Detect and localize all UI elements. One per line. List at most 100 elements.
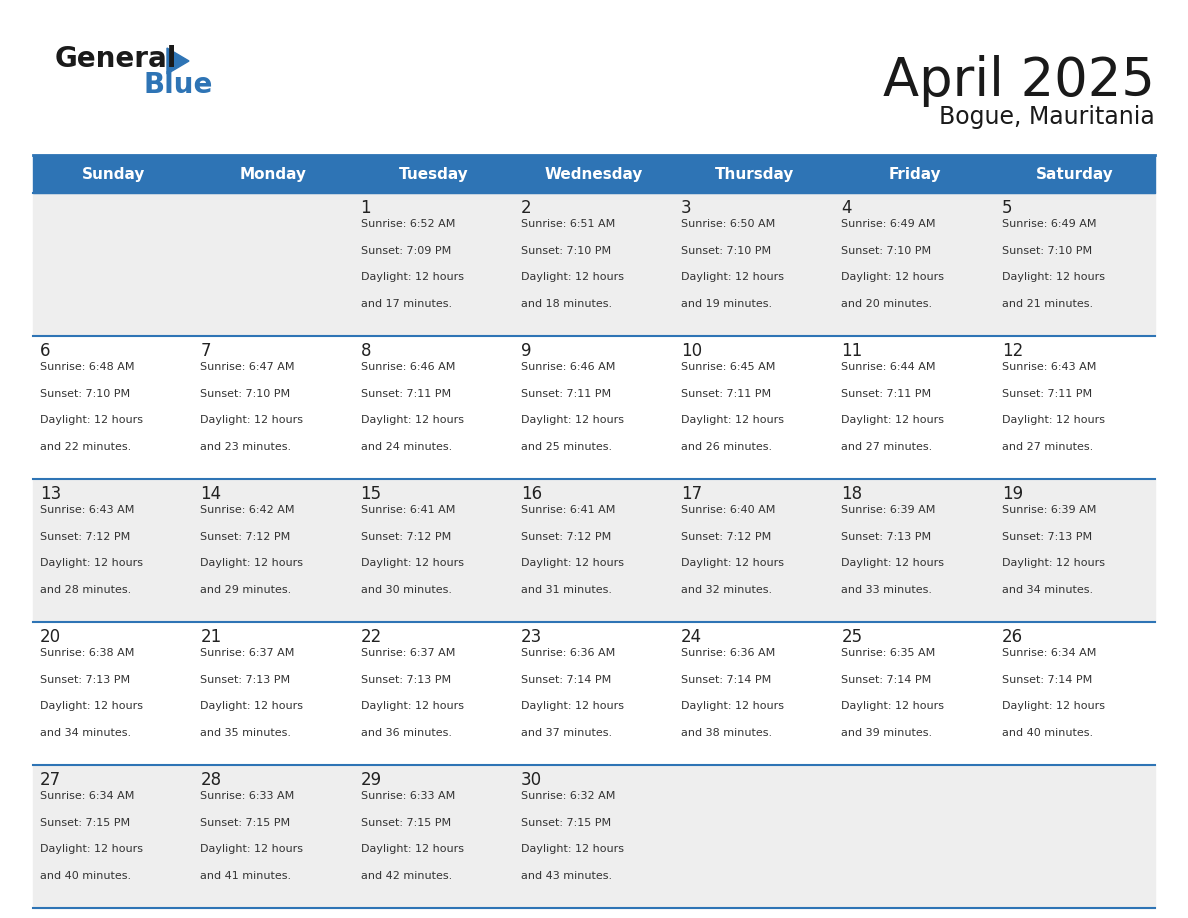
Text: Daylight: 12 hours: Daylight: 12 hours — [681, 701, 784, 711]
Text: Daylight: 12 hours: Daylight: 12 hours — [201, 415, 303, 425]
Text: Daylight: 12 hours: Daylight: 12 hours — [40, 845, 143, 855]
Text: Wednesday: Wednesday — [545, 166, 643, 182]
Text: Daylight: 12 hours: Daylight: 12 hours — [681, 273, 784, 283]
Text: and 24 minutes.: and 24 minutes. — [361, 442, 451, 452]
Text: and 19 minutes.: and 19 minutes. — [681, 299, 772, 309]
Text: and 20 minutes.: and 20 minutes. — [841, 299, 933, 309]
Text: Sunrise: 6:39 AM: Sunrise: 6:39 AM — [841, 505, 936, 515]
Text: Sunset: 7:10 PM: Sunset: 7:10 PM — [201, 388, 290, 398]
Text: and 30 minutes.: and 30 minutes. — [361, 585, 451, 595]
Text: Thursday: Thursday — [715, 166, 794, 182]
Text: Daylight: 12 hours: Daylight: 12 hours — [361, 415, 463, 425]
Text: and 40 minutes.: and 40 minutes. — [1001, 728, 1093, 738]
Text: Sunrise: 6:34 AM: Sunrise: 6:34 AM — [40, 791, 134, 801]
Text: and 33 minutes.: and 33 minutes. — [841, 585, 933, 595]
Text: Sunrise: 6:37 AM: Sunrise: 6:37 AM — [201, 648, 295, 658]
Text: Sunset: 7:12 PM: Sunset: 7:12 PM — [681, 532, 771, 542]
Text: Sunset: 7:10 PM: Sunset: 7:10 PM — [520, 246, 611, 256]
Text: Sunrise: 6:36 AM: Sunrise: 6:36 AM — [681, 648, 776, 658]
Text: and 27 minutes.: and 27 minutes. — [1001, 442, 1093, 452]
Text: Sunrise: 6:33 AM: Sunrise: 6:33 AM — [201, 791, 295, 801]
Text: and 32 minutes.: and 32 minutes. — [681, 585, 772, 595]
Text: Daylight: 12 hours: Daylight: 12 hours — [40, 701, 143, 711]
Text: Sunrise: 6:46 AM: Sunrise: 6:46 AM — [520, 362, 615, 372]
Text: 4: 4 — [841, 199, 852, 217]
Text: 15: 15 — [361, 485, 381, 503]
Text: Daylight: 12 hours: Daylight: 12 hours — [40, 415, 143, 425]
Text: and 23 minutes.: and 23 minutes. — [201, 442, 291, 452]
Text: Blue: Blue — [143, 71, 213, 99]
Text: and 18 minutes.: and 18 minutes. — [520, 299, 612, 309]
Text: and 37 minutes.: and 37 minutes. — [520, 728, 612, 738]
Text: Sunrise: 6:32 AM: Sunrise: 6:32 AM — [520, 791, 615, 801]
Text: Daylight: 12 hours: Daylight: 12 hours — [1001, 273, 1105, 283]
Text: Daylight: 12 hours: Daylight: 12 hours — [520, 273, 624, 283]
Text: Sunday: Sunday — [82, 166, 145, 182]
Text: Sunrise: 6:50 AM: Sunrise: 6:50 AM — [681, 219, 776, 229]
Text: Daylight: 12 hours: Daylight: 12 hours — [841, 273, 944, 283]
Bar — [33, 622, 1155, 765]
Text: Sunset: 7:10 PM: Sunset: 7:10 PM — [841, 246, 931, 256]
Text: Sunset: 7:12 PM: Sunset: 7:12 PM — [40, 532, 131, 542]
Text: 10: 10 — [681, 342, 702, 360]
Text: 29: 29 — [361, 771, 381, 789]
Text: and 36 minutes.: and 36 minutes. — [361, 728, 451, 738]
Text: Sunrise: 6:52 AM: Sunrise: 6:52 AM — [361, 219, 455, 229]
Text: Sunset: 7:11 PM: Sunset: 7:11 PM — [841, 388, 931, 398]
Text: Sunrise: 6:37 AM: Sunrise: 6:37 AM — [361, 648, 455, 658]
Text: Sunset: 7:11 PM: Sunset: 7:11 PM — [361, 388, 450, 398]
Text: 30: 30 — [520, 771, 542, 789]
Polygon shape — [168, 48, 189, 74]
Text: and 21 minutes.: and 21 minutes. — [1001, 299, 1093, 309]
Text: Sunset: 7:15 PM: Sunset: 7:15 PM — [361, 818, 450, 828]
Text: 25: 25 — [841, 628, 862, 646]
Text: Sunrise: 6:49 AM: Sunrise: 6:49 AM — [1001, 219, 1097, 229]
Text: Daylight: 12 hours: Daylight: 12 hours — [201, 558, 303, 568]
Text: Sunrise: 6:46 AM: Sunrise: 6:46 AM — [361, 362, 455, 372]
Text: Daylight: 12 hours: Daylight: 12 hours — [841, 415, 944, 425]
Text: Daylight: 12 hours: Daylight: 12 hours — [681, 558, 784, 568]
Bar — [33, 765, 1155, 908]
Text: Sunset: 7:11 PM: Sunset: 7:11 PM — [681, 388, 771, 398]
Text: and 22 minutes.: and 22 minutes. — [40, 442, 131, 452]
Text: 9: 9 — [520, 342, 531, 360]
Text: and 42 minutes.: and 42 minutes. — [361, 871, 451, 881]
Text: Daylight: 12 hours: Daylight: 12 hours — [201, 845, 303, 855]
Text: and 26 minutes.: and 26 minutes. — [681, 442, 772, 452]
Text: 2: 2 — [520, 199, 531, 217]
Text: Sunrise: 6:41 AM: Sunrise: 6:41 AM — [520, 505, 615, 515]
Text: Daylight: 12 hours: Daylight: 12 hours — [361, 273, 463, 283]
Text: 19: 19 — [1001, 485, 1023, 503]
Text: and 17 minutes.: and 17 minutes. — [361, 299, 451, 309]
Text: Sunrise: 6:44 AM: Sunrise: 6:44 AM — [841, 362, 936, 372]
Text: 8: 8 — [361, 342, 371, 360]
Text: Monday: Monday — [240, 166, 307, 182]
Bar — [33, 155, 1155, 193]
Text: Sunrise: 6:38 AM: Sunrise: 6:38 AM — [40, 648, 134, 658]
Text: Daylight: 12 hours: Daylight: 12 hours — [520, 701, 624, 711]
Text: 18: 18 — [841, 485, 862, 503]
Text: Sunset: 7:13 PM: Sunset: 7:13 PM — [40, 675, 131, 685]
Text: Saturday: Saturday — [1036, 166, 1113, 182]
Text: Sunset: 7:13 PM: Sunset: 7:13 PM — [841, 532, 931, 542]
Text: 11: 11 — [841, 342, 862, 360]
Text: Daylight: 12 hours: Daylight: 12 hours — [361, 701, 463, 711]
Text: Friday: Friday — [889, 166, 941, 182]
Text: Sunrise: 6:41 AM: Sunrise: 6:41 AM — [361, 505, 455, 515]
Text: and 35 minutes.: and 35 minutes. — [201, 728, 291, 738]
Text: Daylight: 12 hours: Daylight: 12 hours — [40, 558, 143, 568]
Text: Tuesday: Tuesday — [399, 166, 468, 182]
Text: Daylight: 12 hours: Daylight: 12 hours — [681, 415, 784, 425]
Bar — [33, 336, 1155, 479]
Text: Sunset: 7:10 PM: Sunset: 7:10 PM — [40, 388, 131, 398]
Text: Sunrise: 6:48 AM: Sunrise: 6:48 AM — [40, 362, 134, 372]
Text: 24: 24 — [681, 628, 702, 646]
Text: Daylight: 12 hours: Daylight: 12 hours — [520, 845, 624, 855]
Text: and 43 minutes.: and 43 minutes. — [520, 871, 612, 881]
Text: Sunset: 7:15 PM: Sunset: 7:15 PM — [520, 818, 611, 828]
Text: Sunset: 7:11 PM: Sunset: 7:11 PM — [520, 388, 611, 398]
Text: Daylight: 12 hours: Daylight: 12 hours — [520, 558, 624, 568]
Text: and 40 minutes.: and 40 minutes. — [40, 871, 131, 881]
Text: 5: 5 — [1001, 199, 1012, 217]
Text: 17: 17 — [681, 485, 702, 503]
